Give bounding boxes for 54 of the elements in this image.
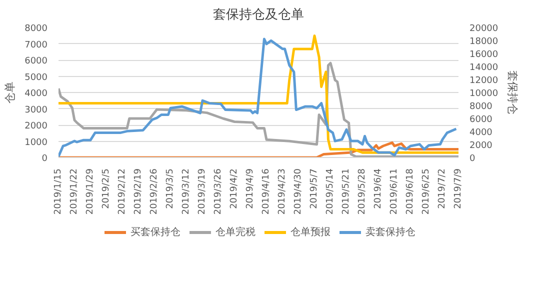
y2-tick-label: 10000 [470,89,498,99]
x-tick-label: 2019/4/23 [278,168,288,215]
y2-tick-label: 2000 [470,141,493,151]
x-tick-label: 2019/2/19 [134,168,144,215]
x-tick-label: 2019/4/30 [294,168,304,215]
x-tick-label: 2019/1/29 [86,168,96,215]
x-tick-label: 2019/6/4 [374,168,384,209]
y2-tick-label: 14000 [470,63,498,73]
x-tick-label: 2019/1/22 [70,168,80,215]
y-tick-label: 8000 [24,24,48,34]
y-tick-label: 6000 [24,56,48,66]
y2-tick-label: 18000 [470,37,498,47]
x-tick-label: 2019/2/12 [118,168,128,215]
x-tick-label: 2019/3/5 [166,168,176,209]
x-tick-label: 2019/7/2 [438,168,448,209]
y2-tick-label: 0 [470,154,476,164]
y2-tick-label: 6000 [470,115,493,125]
legend-label: 卖套保持仓 [366,226,416,239]
legend-label: 仓单预报 [290,226,330,239]
y2-tick-label: 20000 [470,24,498,34]
x-tick-label: 2019/3/19 [198,168,208,215]
x-tick-label: 2019/4/16 [262,168,272,215]
y-tick-label: 3000 [24,105,48,116]
x-tick-label: 2019/5/7 [310,168,320,209]
x-tick-label: 2019/2/26 [150,168,160,215]
legend-label: 买套保持仓 [130,226,180,239]
x-tick-label: 2019/3/12 [182,168,192,215]
x-tick-label: 2019/7/9 [454,168,464,209]
x-tick-label: 2019/5/28 [358,168,368,215]
x-tick-label: 2019/2/5 [102,168,112,209]
y2-tick-label: 4000 [470,128,493,138]
y-tick-label: 2000 [24,122,48,132]
x-tick-label: 2019/6/11 [390,168,400,215]
x-tick-label: 2019/4/9 [246,168,256,209]
y2-tick-label: 8000 [470,102,493,112]
x-tick-label: 2019/3/26 [214,168,224,215]
y-tick-label: 0 [42,154,48,164]
y-tick-label: 5000 [24,72,48,83]
legend-label: 仓单完税 [216,226,256,239]
x-tick-label: 2019/6/18 [406,168,416,215]
y-tick-label: 4000 [24,89,48,99]
y2-tick-label: 16000 [470,50,498,60]
y2-tick-label: 12000 [470,76,498,86]
chart-title: 套保持仓及仓单 [213,8,304,22]
x-tick-label: 2019/5/14 [326,168,336,215]
x-tick-label: 2019/1/15 [54,168,64,215]
y-axis-title: 仓单 [4,82,17,104]
x-tick-label: 2019/6/25 [422,168,432,215]
x-tick-label: 2019/4/2 [230,168,240,209]
y-tick-label: 7000 [24,40,48,50]
x-tick-label: 2019/5/21 [342,168,352,215]
y-tick-label: 1000 [24,138,48,148]
y2-axis-title: 套保持仓 [506,70,520,114]
line-series [58,141,458,158]
